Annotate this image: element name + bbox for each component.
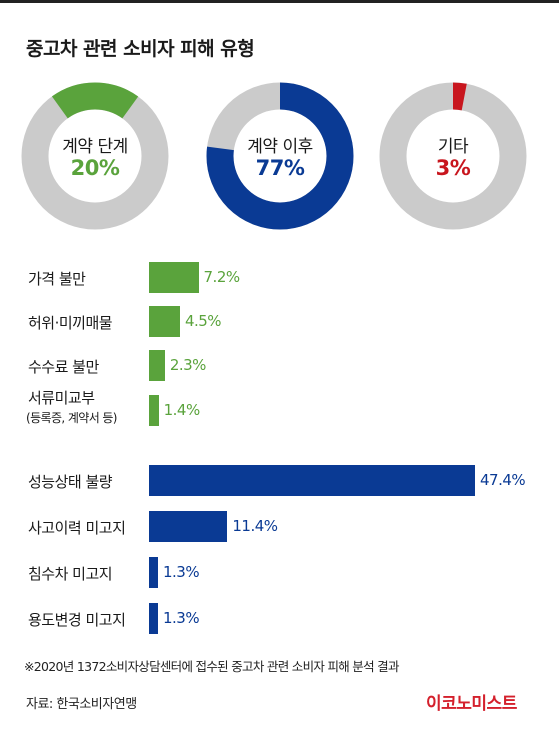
top-rule [0, 0, 559, 3]
bar-category-label: 허위·미끼매물 [28, 314, 113, 332]
donut-segment-3 [379, 82, 527, 230]
source-text: 자료: 한국소비자연맹 [26, 697, 137, 712]
donut-segment-1 [21, 82, 169, 230]
bar-value-label: 7.2% [203, 268, 241, 286]
bar-category-sublabel: (등록증, 계약서 등) [26, 411, 117, 425]
bar-category-label: 침수차 미고지 [28, 565, 113, 583]
donut-percent-3: 3% [435, 156, 471, 180]
bar-value-label: 4.5% [184, 312, 222, 330]
bar-category-label: 성능상태 불량 [28, 473, 113, 491]
donut-segment-2 [206, 82, 354, 230]
donut-label-1: 계약 단계 [62, 137, 128, 157]
bar-value-label: 2.3% [169, 356, 207, 374]
bar-value-label: 11.4% [232, 517, 278, 535]
bar-category-label: 용도변경 미고지 [28, 611, 126, 629]
bar-category-label: 수수료 불만 [28, 358, 99, 376]
bar [149, 262, 199, 293]
footnote: ※2020년 1372소비자상담센터에 접수된 중고차 관련 소비자 피해 분석… [24, 659, 399, 674]
bar-value-label: 1.3% [163, 563, 200, 581]
bar-category-label: 서류미교부 [28, 389, 95, 407]
chart-title: 중고차 관련 소비자 피해 유형 [26, 38, 255, 60]
bar-category-label: 사고이력 미고지 [28, 519, 126, 537]
bar [149, 465, 475, 496]
donut-charts [21, 82, 527, 230]
donut-percent-2: 77% [255, 156, 305, 180]
bar-value-label: 1.3% [163, 609, 200, 627]
donut-label-2: 계약 이후 [247, 137, 313, 157]
bar [149, 603, 158, 634]
brand-logo: 이코노미스트 [426, 694, 517, 714]
donut-percent-1: 20% [70, 156, 120, 180]
bar [149, 350, 165, 381]
donut-label-3: 기타 [437, 137, 469, 157]
bar-value-label: 1.4% [163, 401, 201, 419]
bar-category-label: 가격 불만 [28, 270, 86, 288]
bar [149, 557, 158, 588]
bar [149, 511, 228, 542]
bar-value-label: 47.4% [480, 471, 526, 489]
bar [149, 306, 180, 337]
bar [149, 395, 159, 426]
